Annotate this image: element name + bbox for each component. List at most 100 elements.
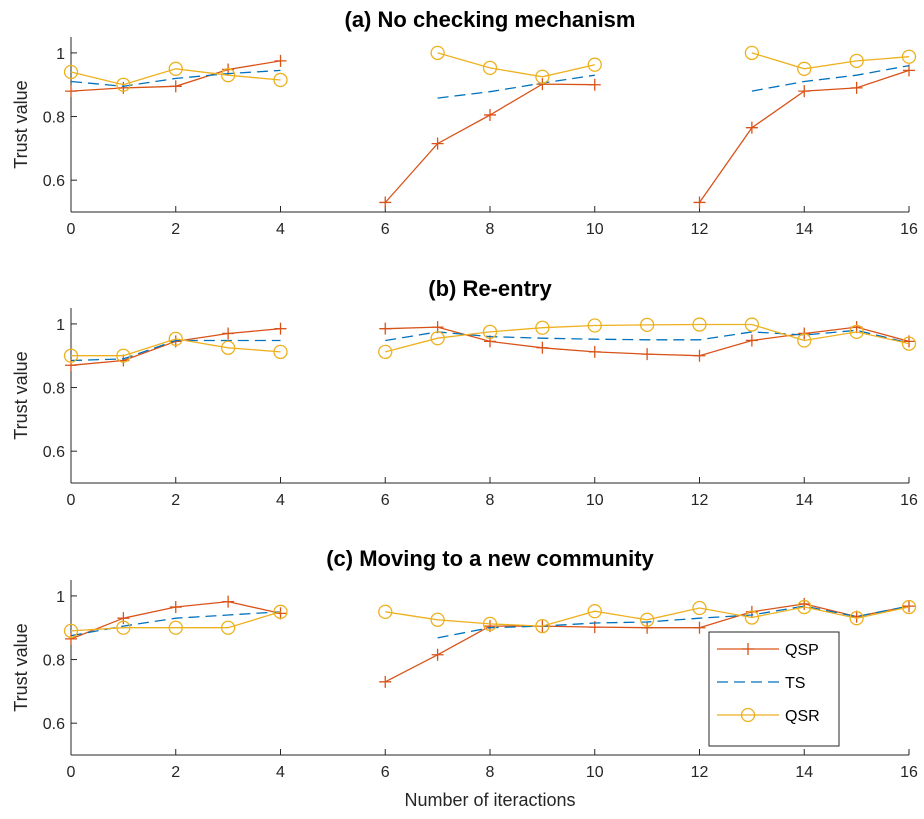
series-line-ts <box>70 611 281 637</box>
data-point-circle <box>482 60 498 76</box>
series-line-ts <box>70 339 281 362</box>
series-line-qsr <box>751 52 910 70</box>
series-line-qsr <box>385 323 910 353</box>
data-point-circle <box>849 611 864 626</box>
data-point-plus <box>484 108 496 121</box>
y-tick-label: 1 <box>56 46 65 63</box>
data-point-circle <box>744 610 760 625</box>
data-point-plus <box>65 632 77 645</box>
series-qsr <box>63 599 917 639</box>
data-point-circle <box>378 604 393 619</box>
data-point-circle <box>220 340 236 355</box>
y-axis-label: Trust value <box>11 623 31 711</box>
data-point-circle <box>849 53 864 69</box>
x-tick-label: 6 <box>381 492 390 509</box>
x-tick-label: 4 <box>276 221 285 238</box>
y-tick-label: 1 <box>56 589 65 606</box>
y-tick-label: 0.8 <box>43 653 65 670</box>
data-point-plus <box>222 595 235 608</box>
data-point-circle <box>587 57 602 72</box>
x-tick-label: 14 <box>795 492 813 509</box>
data-point-circle <box>220 68 236 83</box>
data-point-plus <box>850 81 863 94</box>
x-tick-label: 6 <box>381 764 390 781</box>
panel-title: (c) Moving to a new community <box>326 546 654 571</box>
x-tick-label: 16 <box>900 764 918 781</box>
data-point-circle <box>168 331 183 347</box>
data-point-plus <box>274 54 287 67</box>
y-tick-label: 0.6 <box>43 173 65 190</box>
series-ts <box>70 64 910 99</box>
data-point-circle <box>587 604 602 619</box>
data-point-circle <box>430 331 445 346</box>
panel-title: (b) Re-entry <box>428 276 552 301</box>
data-point-circle <box>901 599 917 615</box>
data-point-circle <box>744 317 760 332</box>
y-axis-label: Trust value <box>11 351 31 439</box>
data-point-plus <box>431 137 444 150</box>
data-point-plus <box>536 78 549 91</box>
data-point-circle <box>901 49 917 64</box>
series-line-ts <box>70 69 281 87</box>
data-point-circle <box>273 72 288 88</box>
legend-label-qsr: QSR <box>785 708 820 725</box>
data-point-circle <box>744 45 760 61</box>
series-qsp <box>65 595 915 688</box>
data-point-plus <box>431 648 444 661</box>
x-tick-label: 2 <box>171 221 180 238</box>
data-point-circle <box>430 45 445 61</box>
data-point-plus <box>850 610 863 623</box>
data-point-circle <box>116 620 131 635</box>
y-tick-label: 0.6 <box>43 444 65 461</box>
data-point-plus <box>745 121 758 134</box>
series-line-ts <box>437 74 595 99</box>
data-point-circle <box>535 320 550 335</box>
x-tick-label: 14 <box>795 764 813 781</box>
data-point-plus <box>693 349 706 362</box>
data-point-plus <box>693 621 706 634</box>
x-axis-label: Number of iteractions <box>404 790 575 810</box>
legend-box <box>708 631 840 747</box>
x-tick-label: 12 <box>691 764 709 781</box>
series-qsr <box>63 317 917 363</box>
x-tick-label: 0 <box>67 764 76 781</box>
data-point-circle <box>220 620 236 635</box>
data-point-plus <box>274 322 287 335</box>
x-tick-label: 10 <box>586 221 604 238</box>
data-point-circle <box>639 612 655 627</box>
data-point-circle <box>797 599 812 615</box>
panel-b: (b) Re-entry 0 2 4 6 8 10 12 14 16 0.6 0.8 1 Trust va… <box>11 276 918 509</box>
data-point-plus <box>693 196 706 209</box>
y-tick-label: 0.6 <box>43 716 65 733</box>
data-point-circle <box>116 348 131 363</box>
legend-marker-plus <box>742 643 754 655</box>
x-tick-label: 16 <box>900 221 918 238</box>
data-point-circle <box>587 318 602 333</box>
data-point-plus <box>798 85 811 98</box>
y-tick-label: 0.8 <box>43 110 65 127</box>
series-qsp <box>65 321 915 372</box>
data-point-circle <box>273 604 288 619</box>
x-tick-label: 0 <box>67 221 76 238</box>
series-qsr <box>63 45 917 92</box>
x-tick-label: 4 <box>276 764 285 781</box>
series-line-qsr <box>437 52 595 78</box>
data-point-circle <box>430 612 445 627</box>
series-line-ts <box>437 605 910 639</box>
legend-label-ts: TS <box>785 675 805 692</box>
data-point-plus <box>379 675 392 688</box>
data-point-plus <box>117 81 130 94</box>
data-point-plus <box>169 601 182 614</box>
data-point-plus <box>65 359 77 372</box>
data-point-circle <box>692 317 707 332</box>
series-line-qsp <box>384 83 595 203</box>
data-point-plus <box>588 345 601 358</box>
data-point-plus <box>903 64 915 77</box>
panel-title: (a) No checking mechanism <box>345 7 636 32</box>
x-tick-label: 0 <box>67 492 76 509</box>
series-line-qsr <box>71 338 281 357</box>
data-point-circle <box>482 616 498 632</box>
data-point-plus <box>484 335 496 348</box>
panel-c: (c) Moving to a new community 0 2 4 6 8 10 12 14… <box>11 546 918 810</box>
